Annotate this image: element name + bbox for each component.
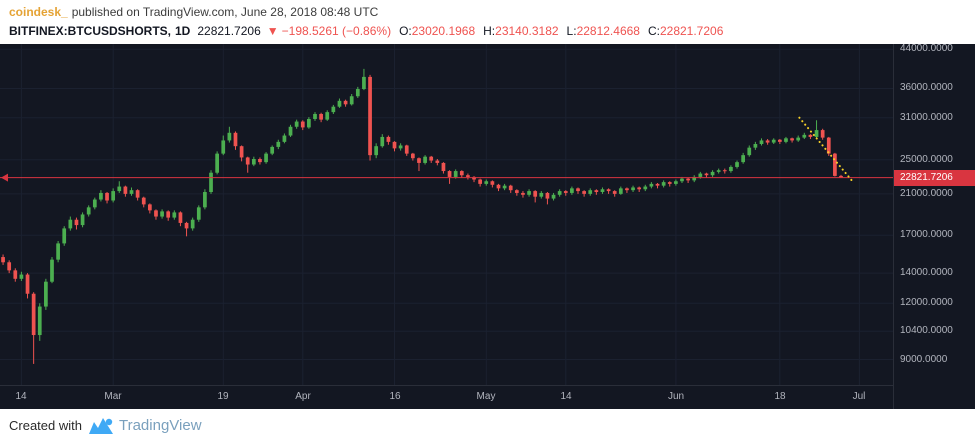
time-tick-label: Jul [852,391,866,402]
trendline-annotation [798,116,855,184]
interval-label: 1D [175,24,191,38]
tradingview-link[interactable]: TradingView [88,416,202,434]
low-label: L: [566,24,577,38]
current-price-label: 22821.7206 [894,170,975,186]
price-line-left-marker [1,173,8,182]
price-tick-label: 31000.0000 [900,112,953,123]
price-tick-label: 36000.0000 [900,82,953,93]
chart-area: 44000.0000 36000.0000 31000.0000 25000.0000… [0,44,975,409]
open-value: 23020.1968 [411,24,476,38]
open-label: O: [399,24,412,38]
close-label: C: [647,24,660,38]
price-tick-label: 12000.0000 [900,297,953,308]
price-tick-label: 25000.0000 [900,154,953,165]
down-arrow-icon: ▼ [266,24,279,38]
time-tick-label: 14 [560,391,572,402]
byline: coindesk_ published on TradingView.com, J… [9,5,966,20]
time-tick-label: Apr [295,391,311,402]
close-value: 22821.7206 [659,24,724,38]
symbol-info-row: BITFINEX:BTCUSDSHORTS, 1D 22821.7206 ▼ −198.… [9,23,966,39]
time-tick-label: 18 [774,391,786,402]
price-tick-label: 17000.0000 [900,229,953,240]
footer: Created with TradingView [0,409,975,441]
time-tick-label: Mar [104,391,122,402]
price-tick-label: 44000.0000 [900,44,953,54]
time-tick-label: 16 [389,391,401,402]
time-tick-label: Jun [667,391,685,402]
price-tick-label: 21000.0000 [900,188,953,199]
chart-plot[interactable] [0,44,893,385]
author-handle-link[interactable]: coindesk_ [9,5,68,19]
price-tick-label: 9000.0000 [900,354,948,365]
time-tick-label: 14 [15,391,27,402]
price-axis[interactable]: 44000.0000 36000.0000 31000.0000 25000.0000… [893,44,975,409]
time-tick-label: 19 [217,391,229,402]
price-tick-label: 14000.0000 [900,267,953,278]
symbol-name[interactable]: BITFINEX:BTCUSDSHORTS, [9,24,171,38]
low-value: 22812.4668 [576,24,640,38]
header: coindesk_ published on TradingView.com, J… [0,0,975,44]
byline-text: published on TradingView.com, June 28, 2… [71,5,379,19]
change-value: −198.5261 (−0.86%) [281,24,392,38]
created-with-label: Created with [9,417,82,433]
candlestick-chart[interactable] [0,44,893,385]
last-price: 22821.7206 [197,24,261,38]
tradingview-logo-icon [88,417,113,434]
high-label: H: [483,24,496,38]
tradingview-wordmark: TradingView [118,416,202,434]
high-value: 23140.3182 [495,24,559,38]
time-tick-label: May [476,391,496,402]
time-axis[interactable]: 14 Mar 19 Apr 16 May 14 Jun 18 Jul [0,385,893,409]
price-tick-label: 10400.0000 [900,325,953,336]
